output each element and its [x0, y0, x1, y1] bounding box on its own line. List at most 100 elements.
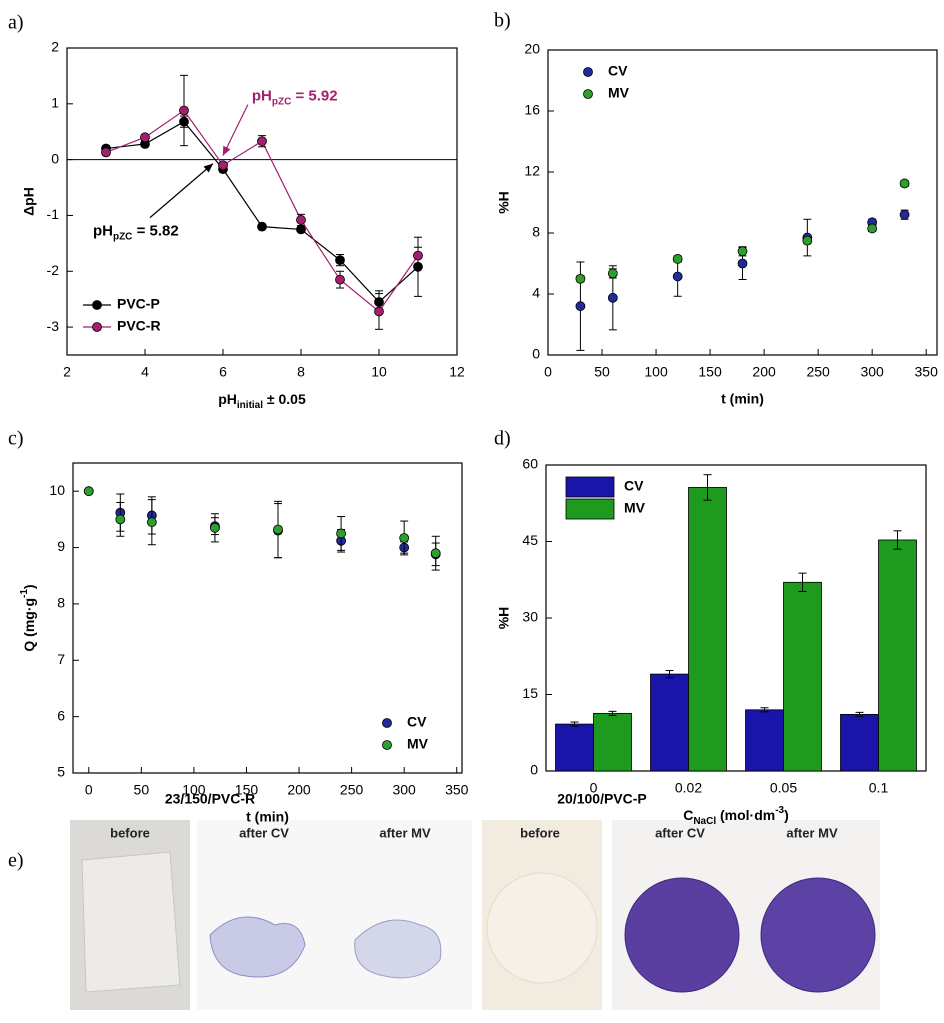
photo-caption: before	[520, 825, 560, 840]
legend-label: MV	[608, 85, 630, 101]
x-tick-label: 100	[644, 364, 668, 380]
subscript: pZC	[272, 96, 291, 107]
y-tick-label: 6	[57, 707, 65, 723]
marker	[296, 224, 306, 235]
marker	[867, 223, 878, 234]
marker	[575, 273, 586, 284]
x-tick-label: 100	[182, 782, 206, 798]
x-axis-label: t (min)	[246, 809, 289, 825]
bar	[593, 712, 632, 772]
marker	[430, 548, 441, 559]
legend-label: CV	[407, 714, 427, 730]
marker	[101, 147, 111, 158]
marker	[737, 258, 748, 269]
x-tick-label: 6	[219, 364, 227, 380]
y-tick-label: 30	[522, 609, 538, 625]
x-tick-label: 200	[287, 782, 311, 798]
legend-swatch	[565, 498, 615, 520]
y-tick-label: -2	[47, 262, 60, 278]
y-tick-label: 12	[524, 163, 540, 179]
legend-marker	[92, 322, 102, 332]
x-tick-label: 10	[371, 364, 387, 380]
legend-label: CV	[608, 63, 628, 79]
label-text: )	[21, 584, 37, 589]
annotation-arrow	[149, 163, 214, 219]
legend-label: MV	[624, 500, 646, 516]
x-axis-label: pHinitial ± 0.05	[218, 391, 306, 411]
photo-caption: after MV	[379, 825, 431, 840]
x-tick-label: 150	[235, 782, 259, 798]
marker	[336, 528, 346, 539]
marker	[335, 274, 345, 285]
plot-frame	[66, 47, 458, 356]
x-tick-label: 0.1	[869, 780, 889, 796]
panel-e: e) 23/150/PVC-R 20/100/PVC-P before afte…	[8, 791, 880, 1010]
y-tick-label: 15	[522, 685, 538, 701]
annotation: pHpZC = 5.82	[93, 223, 179, 243]
y-tick-label: 0	[51, 150, 59, 166]
x-tick-label: 8	[297, 364, 305, 380]
sample	[760, 877, 876, 993]
legend-label: PVC-R	[117, 318, 161, 334]
legend-marker	[583, 67, 593, 77]
y-axis-label: Q (mg·g-1)	[19, 584, 37, 651]
label-text: = 5.82	[132, 223, 178, 240]
superscript: -1	[19, 589, 30, 598]
x-tick-label: 2	[63, 364, 71, 380]
marker	[575, 301, 586, 312]
y-tick-label: 2	[51, 39, 59, 55]
x-tick-label: 250	[340, 782, 364, 798]
x-tick-label: 300	[392, 782, 416, 798]
y-tick-label: 16	[524, 102, 540, 118]
y-axis-label: %H	[496, 607, 512, 630]
label-text: C	[683, 807, 693, 823]
marker	[273, 524, 283, 535]
subscript: NaCl	[693, 816, 716, 827]
y-tick-label: 45	[522, 532, 538, 548]
bar	[555, 723, 594, 772]
bar	[878, 539, 917, 772]
marker	[257, 221, 267, 232]
y-tick-label: 0	[532, 346, 540, 362]
legend-marker	[92, 300, 102, 310]
superscript: -3	[775, 805, 784, 816]
marker	[115, 514, 126, 525]
y-tick-label: 60	[522, 456, 538, 472]
marker	[146, 517, 157, 528]
photo	[197, 820, 472, 1010]
marker	[672, 271, 683, 282]
x-tick-label: 200	[752, 364, 776, 380]
photo-caption: after CV	[239, 825, 289, 840]
bar	[745, 709, 784, 772]
panel-label: c)	[8, 428, 24, 450]
y-axis-label: ΔpH	[21, 187, 37, 216]
y-tick-label: 5	[57, 764, 65, 780]
marker	[257, 136, 267, 147]
marker	[413, 250, 423, 261]
annotation-arrowhead	[203, 163, 213, 173]
y-tick-label: 8	[57, 595, 65, 611]
marker	[210, 522, 220, 533]
marker	[899, 209, 910, 220]
sample	[624, 877, 740, 993]
y-tick-label: -3	[47, 318, 60, 334]
marker	[296, 215, 306, 225]
marker	[672, 254, 683, 264]
marker	[179, 105, 189, 116]
x-tick-label: 12	[449, 364, 465, 380]
label-text: = 5.92	[291, 88, 337, 105]
marker	[802, 235, 813, 246]
photo-caption: after MV	[786, 825, 838, 840]
x-tick-label: 50	[134, 782, 150, 798]
sample	[209, 916, 306, 978]
y-tick-label: 4	[532, 285, 540, 301]
sample	[81, 851, 181, 993]
photo-title: 20/100/PVC-P	[557, 791, 647, 807]
label-text: (mol·dm	[716, 807, 775, 823]
x-tick-label: 350	[915, 364, 939, 380]
label-text: )	[784, 807, 789, 823]
x-tick-label: 0	[590, 780, 598, 796]
marker	[218, 160, 228, 171]
photo-caption: before	[110, 825, 150, 840]
